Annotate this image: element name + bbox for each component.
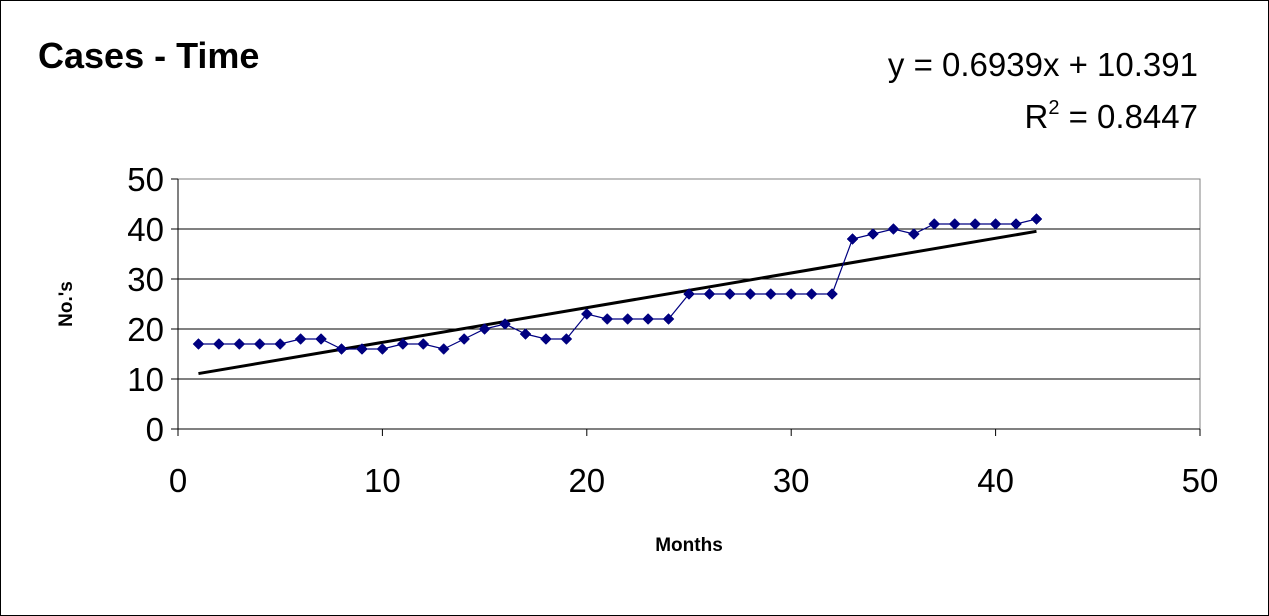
x-tick-label-50: 50 bbox=[1182, 462, 1219, 499]
x-tick-label-0: 0 bbox=[169, 462, 187, 499]
data-point bbox=[275, 339, 286, 350]
data-point bbox=[418, 339, 429, 350]
data-point bbox=[704, 289, 715, 300]
data-point bbox=[1031, 214, 1042, 225]
y-tick-label-0: 0 bbox=[146, 411, 164, 448]
data-point bbox=[377, 344, 388, 355]
data-point bbox=[765, 289, 776, 300]
data-point bbox=[990, 219, 1001, 230]
data-point bbox=[847, 234, 858, 245]
data-point bbox=[520, 329, 531, 340]
trendline-group bbox=[198, 231, 1036, 373]
data-point bbox=[745, 289, 756, 300]
data-point bbox=[193, 339, 204, 350]
data-point bbox=[459, 334, 470, 345]
data-series bbox=[193, 214, 1042, 355]
y-axis-label: No.'s bbox=[56, 281, 77, 327]
y-tick-label-30: 30 bbox=[127, 261, 164, 298]
data-point bbox=[827, 289, 838, 300]
data-point bbox=[295, 334, 306, 345]
data-point bbox=[724, 289, 735, 300]
x-tick-label-40: 40 bbox=[977, 462, 1014, 499]
axes bbox=[171, 179, 1200, 436]
data-point bbox=[336, 344, 347, 355]
data-point bbox=[254, 339, 265, 350]
data-point bbox=[643, 314, 654, 325]
y-tick-label-10: 10 bbox=[127, 361, 164, 398]
data-point bbox=[970, 219, 981, 230]
data-point bbox=[806, 289, 817, 300]
data-point bbox=[438, 344, 449, 355]
x-tick-label-20: 20 bbox=[568, 462, 605, 499]
data-point bbox=[234, 339, 245, 350]
gridlines bbox=[178, 229, 1200, 379]
data-point bbox=[929, 219, 940, 230]
data-point bbox=[622, 314, 633, 325]
data-point bbox=[888, 224, 899, 235]
data-point bbox=[867, 229, 878, 240]
trendline bbox=[198, 231, 1036, 373]
x-tick-label-30: 30 bbox=[773, 462, 810, 499]
tick-labels: 0 10 20 30 40 50 0 10 20 30 40 50 bbox=[127, 161, 1218, 499]
plot-area bbox=[178, 179, 1200, 429]
data-point bbox=[540, 334, 551, 345]
data-point bbox=[602, 314, 613, 325]
data-point bbox=[908, 229, 919, 240]
y-tick-label-20: 20 bbox=[127, 311, 164, 348]
data-point bbox=[213, 339, 224, 350]
data-point bbox=[316, 334, 327, 345]
x-axis-label: Months bbox=[655, 535, 723, 556]
y-tick-label-40: 40 bbox=[127, 211, 164, 248]
y-tick-label-50: 50 bbox=[127, 161, 164, 198]
x-tick-label-10: 10 bbox=[364, 462, 401, 499]
data-point bbox=[949, 219, 960, 230]
data-point bbox=[786, 289, 797, 300]
data-point bbox=[1011, 219, 1022, 230]
